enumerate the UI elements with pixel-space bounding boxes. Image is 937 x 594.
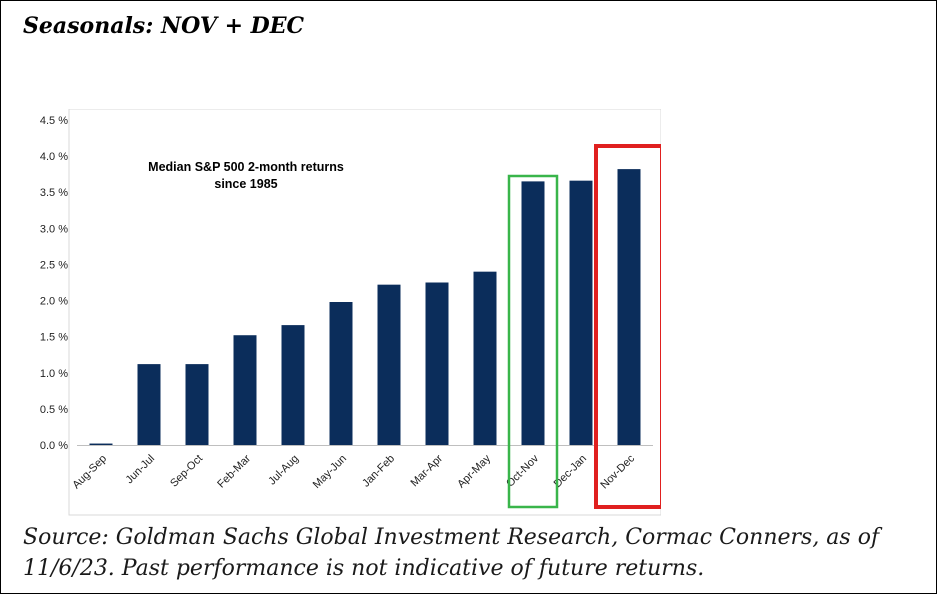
y-tick-label: 2.5 % <box>40 259 68 271</box>
bar-sep-oct <box>185 364 209 445</box>
chart: 0.0 % 0.5 % 1.0 % 1.5 % 2.0 % 2.5 % 3.0 % 3.5 %… <box>21 109 661 519</box>
bar-may-jun <box>329 302 353 445</box>
y-tick-label: 1.5 % <box>40 332 68 344</box>
chart-area-border <box>68 109 661 516</box>
y-tick-label: 3.0 % <box>40 223 68 235</box>
bar-chart-svg: 0.0 % 0.5 % 1.0 % 1.5 % 2.0 % 2.5 % 3.0 % 3.5 %… <box>40 109 661 516</box>
y-tick-label: 2.0 % <box>40 296 68 308</box>
y-axis: 0.0 % 0.5 % 1.0 % 1.5 % 2.0 % 2.5 % 3.0 % 3.5 %… <box>40 115 68 452</box>
y-tick-label: 3.5 % <box>40 187 68 199</box>
y-tick-label: 0.0 % <box>40 440 68 452</box>
source-note: Source: Goldman Sachs Global Investment … <box>23 522 923 584</box>
bar-jun-jul <box>137 364 161 445</box>
bar-jul-aug <box>281 325 305 445</box>
bar-nov-dec <box>617 169 641 445</box>
bar-oct-nov <box>521 181 545 445</box>
highlight-box-oct-nov <box>507 174 559 509</box>
bar-jan-feb <box>377 284 401 445</box>
y-tick-label: 1.0 % <box>40 368 68 380</box>
page-title: Seasonals: NOV + DEC <box>23 13 305 39</box>
y-tick-label: 4.5 % <box>40 115 68 127</box>
y-tick-label: 0.5 % <box>40 404 68 416</box>
bars <box>89 169 641 445</box>
source-line-2: 11/6/23. Past performance is not indicat… <box>23 556 705 581</box>
highlight-box-nov-dec <box>594 144 661 509</box>
bar-mar-apr <box>425 282 449 445</box>
bar-dec-jan <box>569 180 593 445</box>
bar-aug-sep <box>89 443 113 445</box>
source-line-1: Source: Goldman Sachs Global Investment … <box>23 525 880 550</box>
bar-apr-may <box>473 271 497 445</box>
bar-feb-mar <box>233 335 257 445</box>
highlight-boxes <box>507 144 661 509</box>
chart-annotation-line2: since 1985 <box>214 177 277 191</box>
chart-annotation-line1: Median S&P 500 2-month returns <box>148 160 344 174</box>
y-tick-label: 4.0 % <box>40 151 68 163</box>
